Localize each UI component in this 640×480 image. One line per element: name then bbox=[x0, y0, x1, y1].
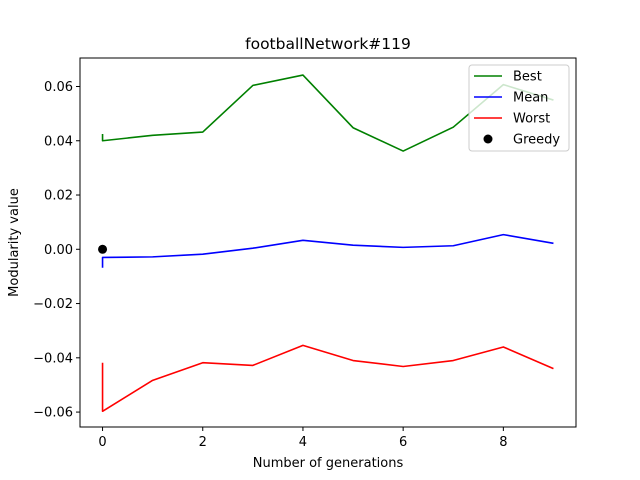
y-tick-label: 0.00 bbox=[44, 243, 73, 258]
x-axis-label: Number of generations bbox=[253, 456, 404, 471]
legend-best-label: Best bbox=[513, 70, 542, 85]
y-tick-label: −0.04 bbox=[33, 351, 73, 366]
y-tick-label: −0.02 bbox=[33, 297, 73, 312]
legend-greedy-swatch bbox=[483, 134, 493, 144]
y-tick-label: 0.06 bbox=[44, 80, 73, 95]
legend-mean-label: Mean bbox=[513, 91, 548, 106]
x-tick-label: 2 bbox=[199, 435, 207, 450]
y-tick-label: 0.02 bbox=[44, 189, 73, 204]
plot-frame bbox=[79, 57, 577, 428]
legend-greedy-label: Greedy bbox=[513, 133, 560, 148]
legend-box bbox=[468, 64, 570, 152]
x-axis: 0 2 4 6 8 bbox=[98, 427, 507, 450]
y-tick-label: 0.04 bbox=[44, 134, 73, 149]
legend-worst-label: Worst bbox=[513, 112, 550, 127]
worst-series-line bbox=[101, 344, 554, 413]
x-tick-label: 0 bbox=[98, 435, 106, 450]
x-tick-label: 4 bbox=[299, 435, 307, 450]
y-tick-label: −0.06 bbox=[33, 406, 73, 421]
y-axis: −0.06 −0.04 −0.02 0.00 0.02 0.04 0.06 bbox=[33, 80, 80, 421]
x-tick-label: 6 bbox=[399, 435, 407, 450]
chart-title: footballNetwork#119 bbox=[245, 35, 411, 53]
legend: Best Mean Worst Greedy bbox=[468, 64, 570, 152]
mean-series-line bbox=[101, 233, 554, 268]
y-axis-label: Modularity value bbox=[7, 188, 22, 297]
x-tick-label: 8 bbox=[499, 435, 507, 450]
greedy-point bbox=[98, 244, 108, 254]
